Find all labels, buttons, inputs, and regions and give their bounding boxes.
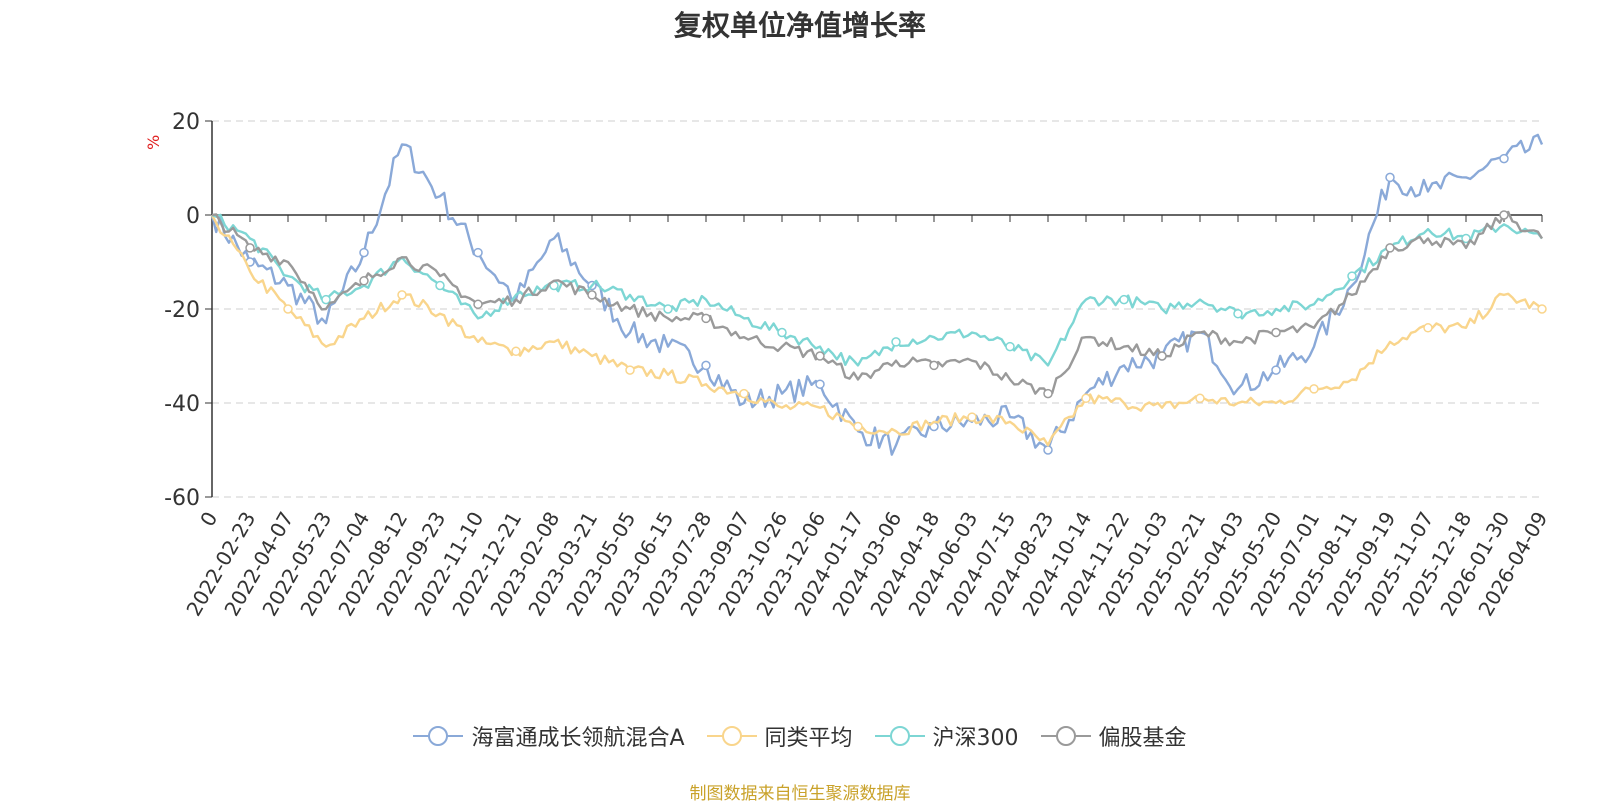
- data-point: [1309, 384, 1319, 394]
- data-point: [1347, 271, 1357, 281]
- legend-item-equity-fund[interactable]: 偏股基金: [1040, 720, 1187, 752]
- y-tick-label: 20: [172, 110, 200, 135]
- chart-title: 复权单位净值增长率: [673, 9, 926, 42]
- y-tick-label: -60: [164, 486, 200, 511]
- data-point: [245, 243, 255, 253]
- data-point: [815, 379, 825, 389]
- y-tick-label: -20: [164, 298, 200, 323]
- x-tick-label: 0: [195, 508, 222, 531]
- series-line: [210, 214, 1543, 447]
- data-point: [1043, 388, 1053, 399]
- series-line: [211, 213, 1543, 367]
- data-point: [663, 304, 673, 314]
- data-point: [1499, 153, 1509, 164]
- y-tick-label: 0: [186, 204, 200, 229]
- data-point: [473, 247, 483, 258]
- data-point: [891, 337, 901, 347]
- data-point: [701, 360, 711, 371]
- data-point: [1461, 233, 1471, 244]
- data-point: [1157, 351, 1167, 361]
- data-point: [739, 388, 749, 399]
- data-point: [777, 327, 787, 338]
- data-point: [359, 276, 369, 286]
- y-tick-label: -40: [164, 392, 200, 417]
- data-point: [1043, 445, 1053, 455]
- data-point: [1499, 210, 1509, 220]
- data-point: [1005, 341, 1015, 352]
- data-point: [283, 304, 293, 314]
- data-point: [1537, 304, 1547, 314]
- data-point: [359, 247, 369, 258]
- data-point: [853, 421, 863, 432]
- data-point: [1385, 172, 1395, 183]
- data-point: [473, 299, 483, 310]
- legend: 海富通成长领航混合A 同类平均 沪深300 偏股基金: [0, 720, 1600, 752]
- data-point: [701, 313, 711, 324]
- series-line: [211, 210, 1544, 395]
- data-point: [587, 290, 597, 300]
- legend-line-marker-icon: [1040, 726, 1091, 746]
- source-note: 制图数据来自恒生聚源数据库: [689, 784, 911, 804]
- data-point: [435, 280, 445, 291]
- data-point: [397, 290, 407, 300]
- data-point: [967, 412, 977, 422]
- legend-item-fund[interactable]: 海富通成长领航混合A: [413, 720, 685, 752]
- data-point: [511, 346, 521, 357]
- data-point: [1195, 393, 1205, 404]
- data-point: [929, 360, 939, 371]
- data-point: [1081, 393, 1091, 404]
- legend-item-csi300[interactable]: 沪深300: [874, 720, 1019, 752]
- data-point: [1119, 294, 1129, 305]
- legend-line-marker-icon: [706, 726, 757, 746]
- legend-label: 沪深300: [932, 726, 1019, 751]
- data-point: [1271, 365, 1281, 375]
- data-point: [815, 351, 825, 361]
- legend-label: 偏股基金: [1098, 726, 1187, 751]
- data-point: [1385, 243, 1395, 253]
- legend-label: 同类平均: [764, 726, 853, 751]
- data-point: [321, 294, 331, 305]
- legend-line-marker-icon: [874, 726, 925, 746]
- legend-item-peer-average[interactable]: 同类平均: [706, 720, 853, 752]
- data-point: [1233, 308, 1243, 319]
- data-point: [1271, 327, 1281, 338]
- legend-line-marker-icon: [413, 726, 464, 746]
- grid-layer: [212, 120, 1542, 498]
- series-layer: [210, 133, 1547, 456]
- data-point: [1423, 323, 1433, 333]
- data-point: [625, 365, 635, 375]
- legend-label: 海富通成长领航混合A: [471, 726, 685, 751]
- series-line: [210, 133, 1544, 456]
